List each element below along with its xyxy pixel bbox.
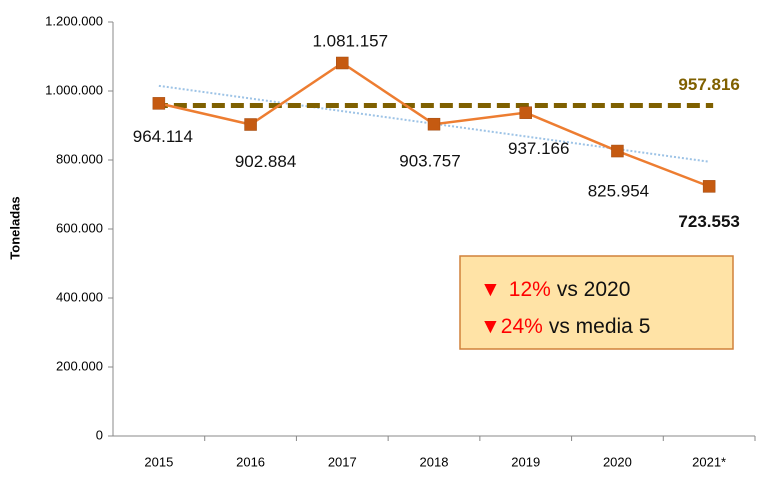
data-label: 723.553	[678, 212, 739, 231]
marker	[152, 97, 166, 110]
annotation-symbol: ▼	[480, 315, 501, 338]
y-tick-label: 800.000	[56, 151, 103, 166]
data-label: 1.081.157	[312, 31, 388, 50]
marker	[611, 144, 624, 158]
marker	[702, 180, 716, 193]
data-label: 964.114	[133, 127, 193, 146]
x-tick-label: 2017	[328, 454, 357, 469]
data-label: 902.884	[235, 152, 296, 171]
x-tick-label: 2015	[144, 454, 173, 469]
y-tick-label: 1.200.000	[45, 13, 103, 28]
x-tick-label: 2021*	[692, 454, 726, 469]
x-tick-label: 2020	[603, 454, 632, 469]
x-tick-label: 2016	[236, 454, 265, 469]
y-axis-label: Toneladas	[7, 196, 22, 259]
annotation-text: vs 2020	[557, 278, 631, 301]
marker	[244, 118, 257, 131]
marker	[519, 106, 532, 119]
y-tick-label: 0	[96, 427, 103, 442]
annotation: ▼ 12% vs 2020	[480, 278, 630, 301]
annotation-symbol: ▼	[480, 278, 501, 301]
x-tick-label: 2018	[420, 454, 449, 469]
marker	[427, 117, 441, 131]
annotation-text: vs media 5	[549, 315, 651, 338]
y-tick-label: 400.000	[56, 289, 103, 304]
annotation-box	[459, 255, 734, 350]
data-label: 903.757	[399, 152, 460, 171]
x-tick-label: 2019	[511, 454, 540, 469]
annotation: ▼24% vs media 5	[480, 315, 650, 338]
data-label: 825.954	[588, 182, 649, 201]
data-label: 937.166	[508, 139, 569, 158]
marker	[336, 56, 349, 70]
average-label: 957.816	[678, 75, 739, 94]
annotation-change: 12%	[509, 278, 551, 301]
y-tick-label: 200.000	[56, 358, 103, 373]
y-tick-label: 600.000	[56, 220, 103, 235]
annotation-change: 24%	[501, 315, 543, 338]
y-tick-label: 1.000.000	[45, 82, 103, 97]
